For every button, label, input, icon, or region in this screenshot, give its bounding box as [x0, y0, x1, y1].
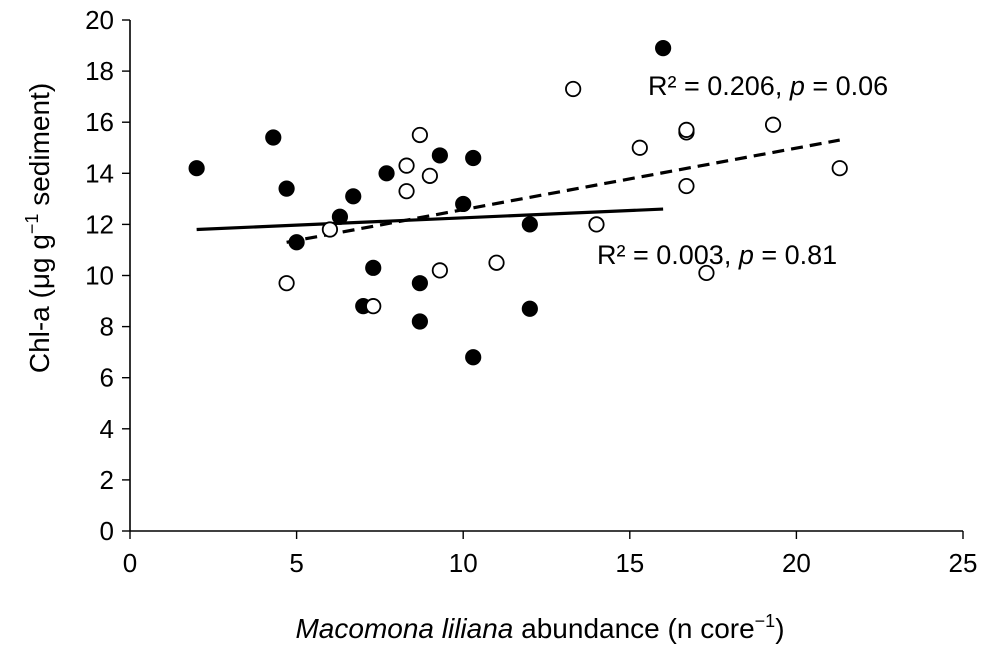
trendlines — [196, 138, 841, 244]
y-tick-label: 20 — [85, 5, 114, 35]
data-point-open — [421, 167, 438, 184]
y-tick-label: 18 — [85, 56, 114, 86]
y-tick-label: 8 — [100, 312, 114, 342]
data-point-filled — [455, 195, 472, 213]
data-point-filled — [345, 188, 362, 205]
data-point-filled — [465, 349, 482, 366]
data-point-open — [764, 116, 782, 133]
data-point-filled — [521, 216, 538, 233]
y-tick-label: 6 — [100, 363, 114, 393]
data-points — [188, 40, 848, 366]
y-tick-label: 14 — [85, 158, 114, 188]
data-point-filled — [188, 160, 205, 177]
data-point-open — [365, 298, 382, 315]
data-point-open — [588, 216, 605, 233]
y-tick-label: 2 — [100, 465, 114, 495]
y-tick-label: 0 — [100, 516, 114, 546]
y-tick-label: 16 — [85, 107, 114, 137]
data-point-open — [698, 264, 715, 282]
data-point-open — [678, 177, 695, 195]
data-point-filled — [265, 129, 282, 146]
data-point-filled — [331, 208, 349, 225]
data-point-filled — [288, 234, 305, 251]
data-point-open — [831, 160, 848, 177]
x-tick-label: 0 — [123, 548, 137, 578]
data-point-filled — [411, 313, 428, 330]
data-point-open — [321, 221, 339, 238]
x-tick-label: 25 — [949, 548, 978, 578]
data-point-open — [411, 126, 428, 144]
data-point-open — [488, 254, 505, 271]
x-tick-label: 15 — [615, 548, 644, 578]
annotation-filled-series: R² = 0.003, p = 0.81 — [597, 240, 837, 270]
x-tick-label: 10 — [449, 548, 478, 578]
data-point-filled — [378, 165, 395, 182]
data-point-open — [678, 121, 695, 138]
ticks: 0 5 10 15 20 25 0 2 4 6 8 10 12 14 16 18 20 — [85, 5, 977, 578]
data-point-open — [278, 275, 295, 292]
x-axis-title: Macomona liliana abundance (n core−1) — [295, 611, 784, 644]
data-point-open — [631, 139, 648, 156]
x-tick-label: 20 — [782, 548, 811, 578]
data-point-filled — [411, 275, 428, 292]
data-point-open — [398, 183, 415, 200]
data-point-filled — [278, 180, 295, 197]
data-point-filled — [431, 147, 448, 164]
data-point-open — [565, 80, 582, 98]
y-tick-label: 10 — [85, 261, 114, 291]
y-tick-label: 4 — [100, 414, 114, 444]
data-point-filled — [465, 149, 482, 167]
data-point-open — [398, 157, 415, 174]
x-tick-label: 5 — [289, 548, 303, 578]
annotation-open-series: R² = 0.206, p = 0.06 — [648, 71, 888, 101]
y-tick-label: 12 — [85, 209, 114, 239]
data-point-open — [431, 262, 448, 279]
trendline-filled-series — [196, 207, 664, 232]
data-point-filled — [365, 259, 382, 276]
data-point-filled — [521, 300, 538, 317]
y-axis-title: Chl-a (μg g−1 sediment) — [22, 83, 55, 373]
trendline-open-series — [286, 138, 841, 244]
data-point-filled — [655, 40, 672, 57]
